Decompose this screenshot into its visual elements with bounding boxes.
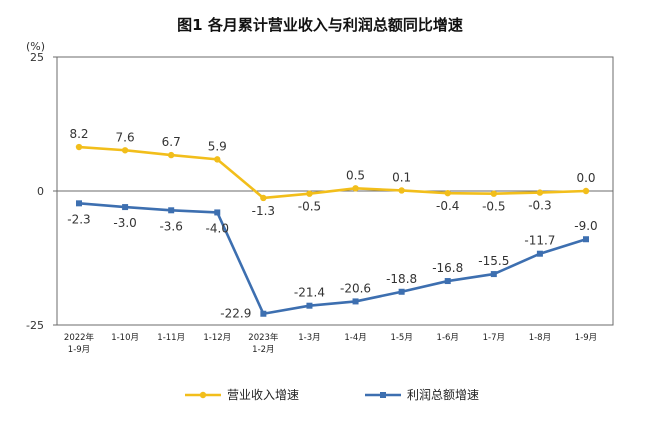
data-point — [260, 194, 267, 202]
x-tick-label: 1-3月 — [298, 333, 320, 343]
data-point — [536, 189, 544, 196]
data-point — [76, 200, 82, 207]
data-point — [306, 302, 313, 309]
legend-swatch-marker — [199, 391, 207, 399]
data-label: -0.4 — [436, 199, 459, 213]
x-tick-label: 1-8月 — [529, 333, 551, 343]
data-label: 8.2 — [69, 127, 88, 141]
y-unit-label: (%) — [26, 40, 45, 53]
data-label: -20.6 — [340, 281, 371, 295]
data-label: 0.5 — [346, 168, 365, 182]
data-label: 0.1 — [392, 170, 411, 184]
series-line — [78, 145, 587, 200]
x-tick-label: 1-10月 — [111, 333, 139, 343]
data-label: -22.9 — [220, 307, 251, 321]
data-label: -1.3 — [252, 204, 275, 218]
x-tick-label: 2022年 — [64, 332, 95, 343]
data-point — [490, 190, 498, 197]
data-point — [490, 271, 497, 278]
x-tick-label: 1-9月 — [575, 333, 597, 343]
data-point — [398, 288, 405, 295]
data-label: 7.6 — [116, 130, 135, 144]
x-tick-label: 1-11月 — [157, 333, 185, 343]
data-label: -0.5 — [482, 200, 505, 214]
x-tick-label: 1-9月 — [68, 345, 90, 355]
data-point — [121, 147, 129, 154]
x-tick-label: 2023年 — [248, 332, 279, 343]
data-point — [122, 204, 129, 211]
data-label: 5.9 — [208, 139, 227, 153]
data-label: -16.8 — [432, 261, 463, 275]
data-label-layer: 8.2 7.6 6.7 5.9 -1.3 -0.5 0.5 0.1 -0.4 -0.5 -0.3 0.… — [67, 127, 597, 321]
legend: 营业收入增速 利润总额增速 — [185, 388, 479, 402]
data-point — [582, 187, 590, 195]
data-label: -21.4 — [294, 286, 325, 300]
data-point — [168, 207, 175, 214]
x-tick-label: 1-4月 — [344, 333, 366, 343]
data-point — [444, 278, 451, 285]
data-point — [536, 250, 543, 257]
y-tick-label: 25 — [30, 51, 44, 64]
x-tick-label: 1-5月 — [390, 333, 412, 343]
chart-title: 图1 各月累计营业收入与利润总额同比增速 — [177, 16, 463, 34]
data-label: -9.0 — [574, 219, 597, 233]
legend-label: 营业收入增速 — [227, 388, 299, 402]
data-label: -15.5 — [478, 254, 509, 268]
data-point — [214, 156, 221, 163]
data-point — [167, 151, 175, 159]
series-line — [78, 202, 587, 316]
data-point — [583, 236, 589, 243]
data-label: -11.7 — [524, 234, 555, 248]
y-tick-label: 0 — [37, 185, 44, 198]
x-tick-label: 1-7月 — [483, 333, 505, 343]
x-tick-label: 1-6月 — [437, 333, 459, 343]
y-tick-label: -25 — [26, 319, 44, 332]
data-point — [444, 189, 451, 197]
series-layer — [75, 143, 590, 317]
data-label: -18.8 — [386, 272, 417, 286]
data-label: 6.7 — [162, 135, 181, 149]
data-point — [352, 298, 359, 305]
data-point — [260, 310, 267, 317]
x-tick-label: 1-2月 — [252, 345, 274, 355]
legend-label: 利润总额增速 — [407, 388, 479, 402]
data-label: -2.3 — [67, 212, 90, 226]
x-tick-label: 1-12月 — [203, 333, 231, 343]
legend-swatch-marker — [380, 392, 386, 398]
data-point — [75, 143, 83, 151]
data-label: -0.3 — [528, 199, 551, 213]
data-point — [352, 185, 359, 192]
axis-layer: 25 0 -25 2022年 1-9月 1-10月 1-11月 1-12月 2023年 1-2月 1… — [26, 51, 613, 355]
data-label: -4.0 — [206, 221, 229, 235]
data-point — [306, 190, 313, 197]
data-label: -3.6 — [159, 219, 182, 233]
data-label: -3.0 — [113, 216, 136, 230]
data-point — [214, 209, 221, 216]
data-label: 0.0 — [576, 171, 595, 185]
data-point — [398, 187, 405, 194]
data-label: -0.5 — [298, 200, 321, 214]
